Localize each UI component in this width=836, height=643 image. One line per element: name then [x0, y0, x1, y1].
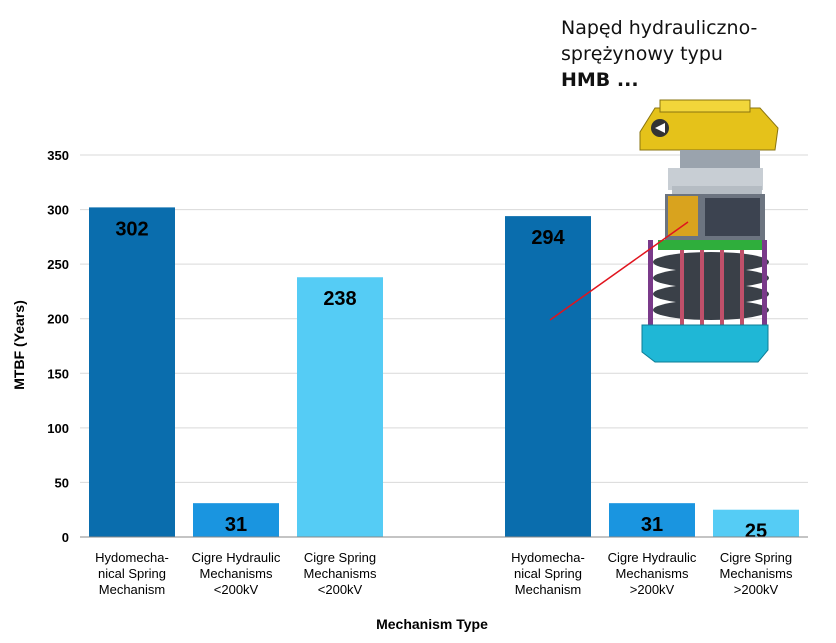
bar-value-label: 25 — [745, 521, 767, 543]
x-axis-title: Mechanism Type — [376, 616, 488, 632]
x-category-label: Hydomecha- — [511, 550, 585, 565]
x-category-label: <200kV — [214, 582, 259, 597]
hydraulic-spring-drive-icon — [639, 99, 779, 363]
x-category-label: Mechanism — [515, 582, 581, 597]
x-category-label: Mechanisms — [200, 566, 273, 581]
bar-value-label: 238 — [323, 288, 356, 310]
bar-value-label: 302 — [115, 218, 148, 240]
bar-value-label: 31 — [641, 514, 663, 536]
x-category-label: Cigre Hydraulic — [192, 550, 281, 565]
x-category-label: Mechanism — [99, 582, 165, 597]
x-category-label: nical Spring — [98, 566, 166, 581]
x-category-label: <200kV — [318, 582, 363, 597]
bar-value-label: 31 — [225, 514, 247, 536]
y-tick-label: 0 — [62, 530, 69, 545]
y-axis-ticks: 0 50 100 150 200 250 300 350 — [47, 148, 69, 545]
x-category-label: Cigre Hydraulic — [608, 550, 697, 565]
bar — [505, 216, 591, 537]
gridlines — [80, 154, 808, 538]
bars — [89, 207, 799, 538]
callout-pointer — [549, 221, 689, 321]
x-category-label: >200kV — [630, 582, 675, 597]
x-category-label: Mechanisms — [616, 566, 689, 581]
y-tick-label: 150 — [47, 366, 69, 381]
bar — [193, 503, 279, 537]
y-axis-title: MTBF (Years) — [11, 300, 27, 389]
callout-caption: Napęd hydrauliczno- sprężynowy typu HMB … — [561, 15, 821, 93]
callout-line-1: Napęd hydrauliczno- — [561, 17, 758, 39]
callout-line-3: HMB ... — [561, 69, 639, 91]
x-category-label: Mechanisms — [304, 566, 377, 581]
bar-value-label: 294 — [531, 227, 565, 249]
x-category-label: Hydomecha- — [95, 550, 169, 565]
bar — [89, 207, 175, 538]
y-tick-label: 250 — [47, 257, 69, 272]
x-category-label: Mechanisms — [720, 566, 793, 581]
bar — [713, 509, 799, 537]
bar — [297, 277, 383, 537]
x-category-label: Cigre Spring — [720, 550, 792, 565]
x-category-label: nical Spring — [514, 566, 582, 581]
x-category-label: Cigre Spring — [304, 550, 376, 565]
y-tick-label: 50 — [55, 475, 69, 490]
y-tick-label: 200 — [47, 312, 69, 327]
value-labels: 302 31 238 294 31 25 — [115, 218, 767, 542]
bar — [609, 503, 695, 537]
y-tick-label: 350 — [47, 148, 69, 163]
y-tick-label: 300 — [47, 203, 69, 218]
callout-line-2: sprężynowy typu — [561, 43, 723, 65]
y-tick-label: 100 — [47, 421, 69, 436]
x-category-label: >200kV — [734, 582, 779, 597]
